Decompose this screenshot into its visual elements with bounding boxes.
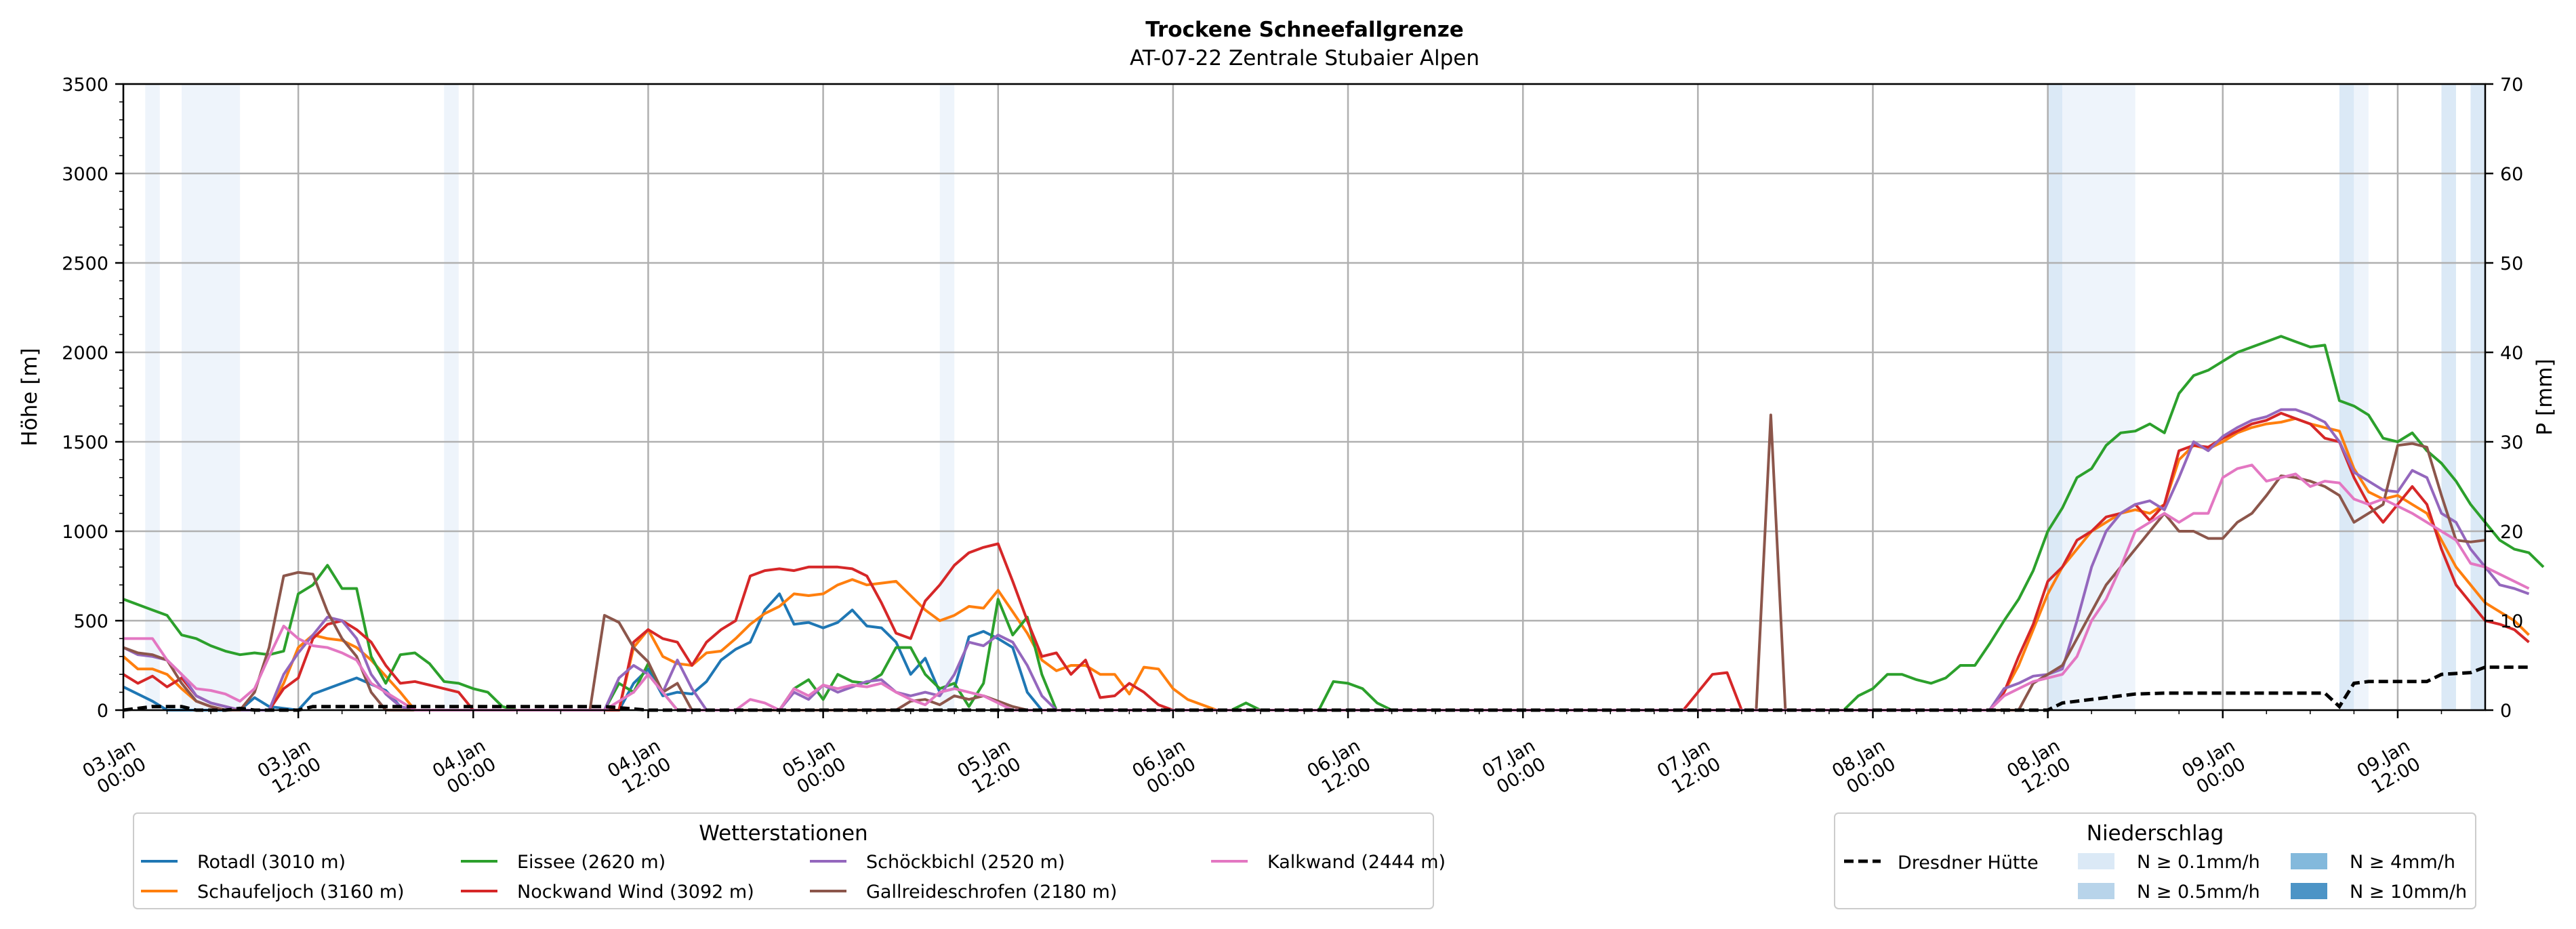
precip-band-3 [939, 84, 955, 710]
legend-label: Schaufeljoch (3160 m) [197, 882, 405, 903]
series-line-2 [123, 335, 2545, 711]
precip-band-6 [2339, 84, 2354, 710]
legend-precip-title: Niederschlag [2087, 821, 2224, 846]
chart-subtitle: AT-07-22 Zentrale Stubaier Alpen [1130, 46, 1479, 70]
x-tick-label: 03.Jan12:00 [254, 735, 325, 800]
series-line-6 [123, 463, 2530, 711]
series-line-0 [123, 592, 1057, 711]
legend-precipitation: Niederschlag Dresdner Hütte N ≥ 0.1mm/h N… [1834, 812, 2476, 909]
x-tick-label: 08.Jan00:00 [1828, 735, 1899, 800]
x-tick-label: 06.Jan00:00 [1129, 735, 1200, 800]
legend-precip-swatch [2291, 883, 2327, 899]
y-tick-label: 1000 [62, 522, 108, 543]
series-lines [122, 335, 2545, 712]
y-axis-label: Höhe [m] [18, 348, 42, 446]
legend-stations: Wetterstationen Rotadl (3010 m) Schaufelj… [133, 812, 1446, 909]
y2-axis-label: P [mm] [2533, 358, 2557, 435]
reference-line-dresdner [123, 665, 2529, 712]
x-tick-label: 05.Jan00:00 [779, 735, 849, 800]
axes: 0 500 1000 1500 2000 2500 3000 3500 0 10 20 30 40 50 6… [62, 75, 2523, 800]
legend-precip-swatch [2291, 853, 2327, 869]
precip-band-0 [145, 84, 160, 710]
series-line-1 [122, 417, 2530, 711]
y-tick-label: 2000 [62, 343, 108, 364]
y2-tick-label: 0 [2500, 701, 2512, 722]
y2-tick-label: 40 [2500, 343, 2523, 364]
chart-title: Trockene Schneefallgrenze [1145, 18, 1464, 42]
series-line-4 [123, 408, 2530, 711]
legend-precip-swatch [2078, 853, 2114, 869]
y-tick-label: 2500 [62, 253, 108, 274]
legend-stations-title: Wetterstationen [699, 821, 867, 846]
x-tick-label: 09.Jan00:00 [2179, 735, 2249, 800]
y2-tick-label: 10 [2500, 611, 2523, 632]
legend-precip-swatch [2078, 883, 2114, 899]
legend-label: Eissee (2620 m) [517, 852, 666, 873]
y2-tick-label: 60 [2500, 164, 2523, 185]
x-tick-label: 07.Jan00:00 [1479, 735, 1549, 800]
x-tick-label: 08.Jan12:00 [2003, 735, 2074, 800]
legend-label: Rotadl (3010 m) [197, 852, 346, 873]
x-tick-label: 04.Jan12:00 [604, 735, 674, 800]
y2-tick-label: 50 [2500, 253, 2523, 274]
y-tick-label: 3500 [62, 75, 108, 96]
legend-precip-label: N ≥ 10mm/h [2350, 882, 2467, 903]
precip-band-8 [2441, 84, 2456, 710]
legend-label: Gallreideschrofen (2180 m) [866, 882, 1117, 903]
y-tick-label: 500 [73, 611, 108, 632]
y-tick-label: 1500 [62, 432, 108, 453]
y-tick-label: 3000 [62, 164, 108, 185]
x-tick-label: 03.Jan00:00 [79, 735, 150, 800]
x-tick-label: 04.Jan00:00 [429, 735, 499, 800]
x-tick-label: 05.Jan12:00 [954, 735, 1025, 800]
legend-label: Schöckbichl (2520 m) [866, 852, 1065, 873]
precip-band-7 [2354, 84, 2369, 710]
legend-label: Kalkwand (2444 m) [1267, 852, 1446, 873]
x-tick-label: 07.Jan12:00 [1654, 735, 1724, 800]
precip-band-4 [2047, 84, 2063, 710]
series-line-3 [122, 411, 2530, 711]
legend-label: Nockwand Wind (3092 m) [517, 882, 754, 903]
legend-precip-label: N ≥ 4mm/h [2350, 852, 2455, 873]
legend-dresdner-label: Dresdner Hütte [1898, 852, 2039, 873]
precip-band-2 [444, 84, 459, 710]
y2-tick-label: 20 [2500, 522, 2523, 543]
precip-band-1 [182, 84, 241, 710]
legend-precip-label: N ≥ 0.1mm/h [2137, 852, 2260, 873]
x-tick-label: 09.Jan12:00 [2354, 735, 2424, 800]
y-tick-label: 0 [97, 701, 108, 722]
y2-tick-label: 30 [2500, 432, 2523, 453]
legend-precip-label: N ≥ 0.5mm/h [2137, 882, 2260, 903]
precip-band-5 [2062, 84, 2135, 710]
y2-tick-label: 70 [2500, 75, 2523, 96]
legend-stations-frame [133, 812, 1434, 909]
precipitation-bands [145, 84, 2485, 710]
x-tick-label: 06.Jan12:00 [1304, 735, 1374, 800]
